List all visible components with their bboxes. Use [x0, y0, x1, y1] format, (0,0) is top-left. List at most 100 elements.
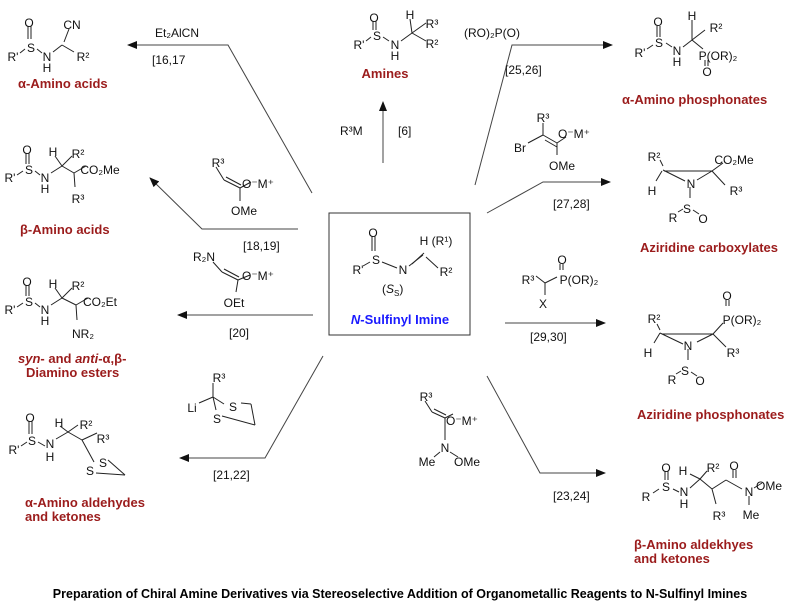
- bond: [239, 181, 252, 189]
- bond: [655, 170, 663, 182]
- atom-label: H: [55, 416, 64, 430]
- atom-label: R²: [648, 150, 661, 164]
- atom-label: O⁻M⁺: [242, 269, 274, 283]
- bond: [431, 411, 446, 419]
- bond: [662, 169, 686, 182]
- atom-label: S: [662, 480, 670, 494]
- atom-label: N: [680, 485, 689, 499]
- name-and: - and: [40, 351, 75, 366]
- atom-label: O: [729, 459, 738, 473]
- atom-label: O: [702, 65, 711, 79]
- atom-label: R³: [97, 432, 110, 446]
- atom-label: R': [9, 443, 20, 457]
- atom-label: R³: [72, 192, 85, 206]
- bond: [198, 396, 214, 404]
- atom-label: N: [391, 38, 400, 52]
- bond: [409, 18, 413, 34]
- bond: [675, 370, 682, 375]
- ref-phosphite: [25,26]: [505, 63, 542, 77]
- stereo-s: S: [386, 282, 394, 296]
- structure-beta-amino-acid: OS R' NH H R² CO₂Me R³: [5, 143, 120, 206]
- atom-label: O: [557, 253, 566, 267]
- stereo-open: (: [382, 282, 386, 296]
- bond: [689, 478, 701, 489]
- atom-label: R': [8, 50, 19, 64]
- ref-enolate-ome: [18,19]: [243, 239, 280, 253]
- atom-label: H: [688, 9, 697, 23]
- bond: [696, 333, 714, 343]
- bond: [250, 403, 256, 426]
- atom-label: R³: [420, 390, 433, 404]
- bond: [61, 155, 73, 167]
- bond: [16, 302, 24, 308]
- bond: [712, 322, 724, 335]
- bond: [433, 408, 447, 416]
- structure-alpha-amino-acid: OS R' NH CN R²: [8, 16, 90, 75]
- bond: [61, 297, 77, 306]
- bond: [75, 297, 89, 306]
- bond: [712, 333, 727, 348]
- arrow-dithiane: [179, 355, 324, 462]
- bond: [223, 268, 240, 278]
- product-name-aziridine-carboxylates: Aziridine carboxylates: [640, 240, 778, 255]
- bond: [535, 275, 546, 284]
- atom-label: R: [669, 211, 678, 225]
- atom-label: H: [673, 55, 682, 69]
- structure-dithiane: R³ Li SS: [187, 371, 256, 426]
- bond: [411, 32, 427, 42]
- atom-label: S: [86, 464, 94, 478]
- bond: [691, 29, 706, 41]
- reagent-phosphite: (RO)₂P(O): [464, 26, 520, 40]
- bond: [37, 441, 46, 447]
- bond: [61, 44, 75, 53]
- atom-label: R²: [648, 312, 661, 326]
- bond: [55, 431, 69, 440]
- product-name-diamino-esters-line2: Diamino esters: [26, 365, 119, 380]
- atom-label: O: [22, 275, 31, 289]
- bond: [690, 371, 698, 377]
- bond: [107, 459, 126, 476]
- bond: [81, 432, 98, 441]
- bond: [696, 170, 713, 181]
- bond: [237, 274, 251, 281]
- product-name-aziridine-phosphonates: Aziridine phosphonates: [637, 407, 784, 422]
- atom-label: H: [49, 277, 58, 291]
- atom-label: R²: [707, 461, 720, 475]
- arrow-phosphonate: [474, 41, 613, 186]
- atom-label: O: [653, 15, 662, 29]
- bond: [382, 36, 390, 42]
- atom-label: O: [369, 11, 378, 25]
- atom-label: Me: [743, 508, 760, 522]
- bond: [365, 36, 372, 42]
- atom-label: N: [43, 50, 52, 64]
- center-compound-name: N-Sulfinyl Imine: [351, 312, 449, 327]
- bond: [95, 472, 126, 476]
- bond: [16, 170, 24, 176]
- atom-label: O: [25, 411, 34, 425]
- arrow-beta-amino-acid: [149, 177, 298, 230]
- atom-label: N: [684, 339, 693, 353]
- atom-label: N: [41, 303, 50, 317]
- figure-caption: Preparation of Chiral Amine Derivatives …: [53, 587, 747, 601]
- atom-label: R³: [522, 273, 535, 287]
- product-name-beta-amino-acids: β-Amino acids: [20, 222, 110, 237]
- stereo-sub: S: [394, 289, 399, 298]
- atom-label: NR₂: [72, 327, 94, 341]
- bond: [691, 39, 704, 50]
- atom-label: S: [229, 400, 237, 414]
- ref-weinreb: [23,24]: [553, 489, 590, 503]
- stereo-descriptor: (SS): [382, 282, 403, 298]
- atom-label: H: [43, 61, 52, 75]
- atom-label: R²: [440, 265, 453, 279]
- product-name-amino-aldehydes-line2: and ketones: [25, 509, 101, 524]
- bond: [699, 478, 713, 490]
- bond: [424, 400, 433, 413]
- structure-aziridine-carboxylate: R² CO₂Me H N R³ SR O: [648, 150, 754, 226]
- bond: [400, 32, 413, 42]
- center-name-rest: -Sulfinyl Imine: [360, 312, 449, 327]
